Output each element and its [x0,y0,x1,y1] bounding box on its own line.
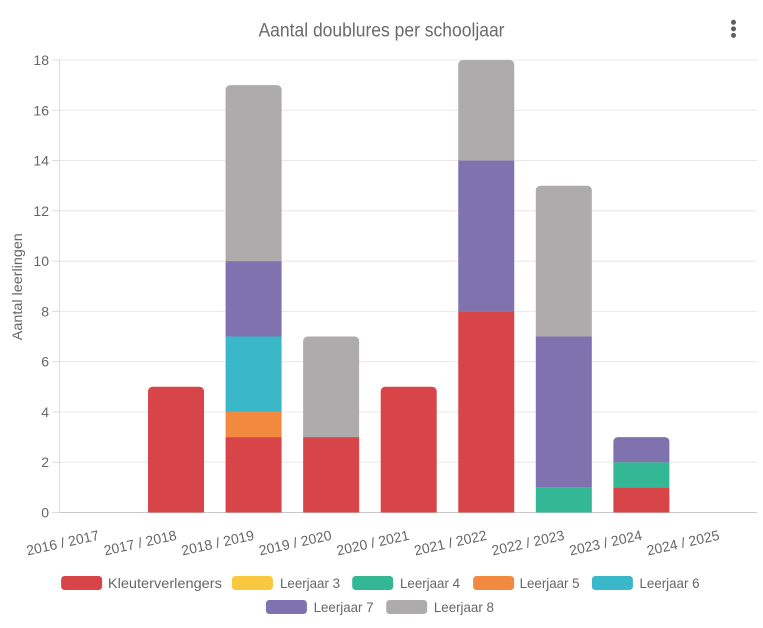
svg-text:Leerjaar 3: Leerjaar 3 [280,575,340,591]
svg-text:Leerjaar 4: Leerjaar 4 [400,575,460,591]
svg-text:18: 18 [33,52,49,68]
svg-text:6: 6 [41,354,49,370]
svg-text:Leerjaar 8: Leerjaar 8 [434,599,494,615]
svg-text:8: 8 [41,303,49,319]
svg-text:Aantal doublures per schooljaa: Aantal doublures per schooljaar [259,21,506,42]
svg-text:10: 10 [33,253,49,269]
svg-text:Leerjaar 7: Leerjaar 7 [314,599,374,615]
svg-text:16: 16 [33,102,49,118]
svg-text:0: 0 [41,505,49,521]
svg-text:14: 14 [33,153,49,169]
svg-text:Aantal leerlingen: Aantal leerlingen [9,233,25,340]
svg-text:Leerjaar 6: Leerjaar 6 [640,575,700,591]
svg-text:Leerjaar 5: Leerjaar 5 [520,575,580,591]
svg-text:2: 2 [41,454,49,470]
svg-text:Kleuterverlengers: Kleuterverlengers [108,575,222,591]
svg-text:12: 12 [33,203,49,219]
svg-text:4: 4 [41,404,49,420]
